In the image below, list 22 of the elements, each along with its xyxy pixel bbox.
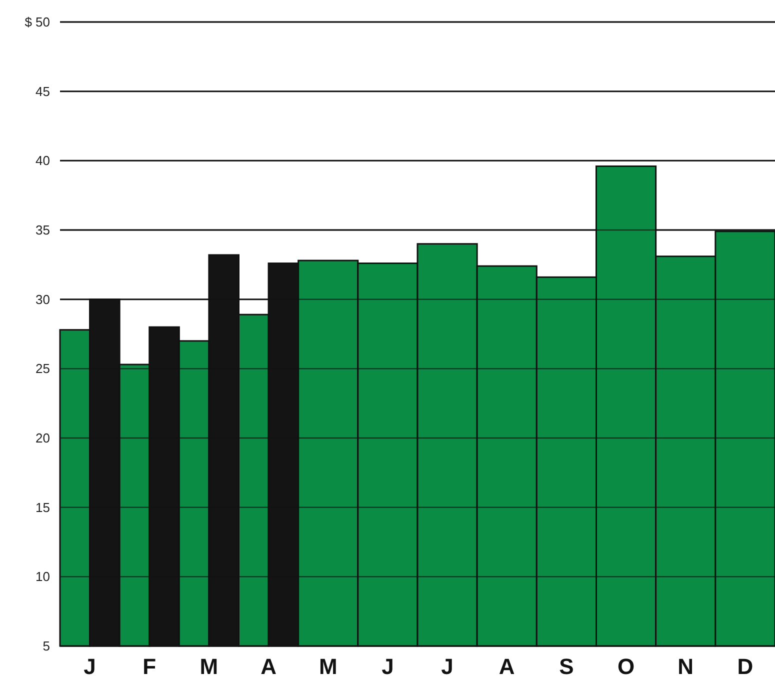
x-tick-label: S	[559, 654, 574, 679]
x-tick-label: J	[84, 654, 96, 679]
y-tick-label: 35	[36, 222, 50, 238]
y-tick-label: 25	[36, 361, 50, 376]
y-tick-label: $ 50	[24, 14, 50, 30]
x-tick-label: J	[441, 654, 454, 679]
x-tick-label: F	[142, 654, 156, 679]
y-tick-label: 15	[36, 500, 50, 515]
y-tick-label: 45	[36, 84, 50, 99]
x-tick-label: O	[617, 654, 635, 679]
x-tick-label: M	[200, 654, 218, 679]
y-tick-label: 30	[36, 292, 50, 307]
y-tick-label: 20	[36, 430, 50, 446]
x-tick-label: A	[260, 654, 277, 679]
x-tick-label: M	[318, 654, 338, 679]
y-tick-label: 10	[36, 569, 50, 584]
y-tick-label: 40	[36, 153, 50, 168]
x-tick-label: J	[382, 654, 394, 679]
x-tick-label: N	[678, 654, 694, 679]
y-tick-label: 5	[42, 638, 50, 654]
x-tick-label: A	[498, 654, 515, 679]
x-tick-label: D	[737, 654, 754, 679]
